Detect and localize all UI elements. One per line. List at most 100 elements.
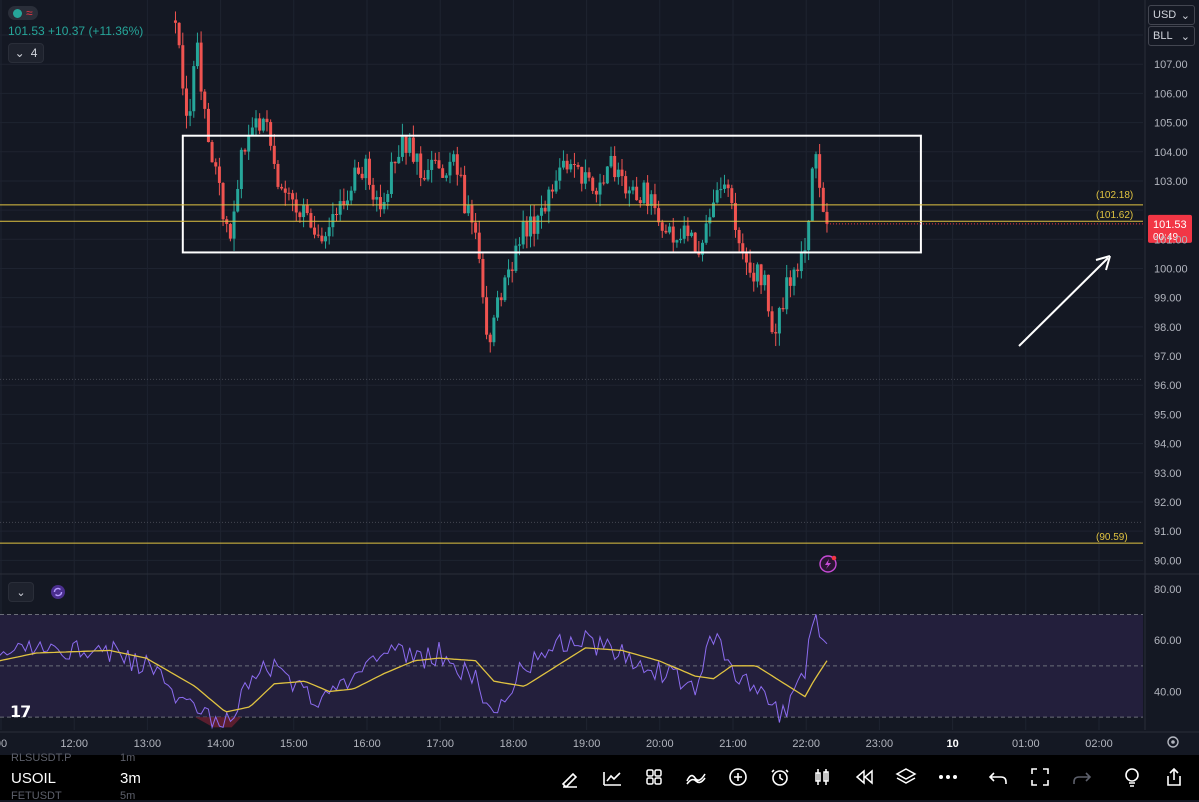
candle xyxy=(675,239,679,248)
unit-select[interactable]: BLL ⌄ xyxy=(1148,26,1195,46)
candle-body xyxy=(265,118,269,123)
candle-body xyxy=(755,264,759,282)
indicator-collapse-button[interactable]: ⌄ xyxy=(8,582,34,602)
indicators-button[interactable] xyxy=(685,766,707,788)
candle-body xyxy=(389,161,393,194)
candle xyxy=(561,150,565,170)
candle-body xyxy=(774,332,778,334)
candle xyxy=(430,150,434,183)
candle-body xyxy=(419,153,423,178)
fullscreen-button[interactable] xyxy=(1029,766,1051,788)
candle-body xyxy=(576,164,580,167)
candle-body xyxy=(807,220,811,251)
timeframe-button[interactable]: 3m xyxy=(120,770,141,787)
chevron-down-icon: ⌄ xyxy=(16,586,26,599)
watchlist-next-timeframe: 5m xyxy=(120,790,136,802)
add-button[interactable] xyxy=(727,766,749,788)
candle xyxy=(225,215,229,233)
candle xyxy=(463,165,467,214)
settings-gear-icon[interactable] xyxy=(1167,736,1179,748)
wave-icon: ≈ xyxy=(26,6,33,20)
candle xyxy=(221,182,225,227)
candle xyxy=(580,166,584,192)
candle xyxy=(722,174,726,193)
last-price-tag xyxy=(1148,214,1192,243)
candle-body xyxy=(214,162,218,167)
candle xyxy=(422,170,426,181)
candle xyxy=(781,297,785,312)
fullscreen-icon xyxy=(1031,768,1049,786)
watchlist-prev-symbol[interactable]: RLSUSDT.P xyxy=(11,752,72,764)
candle xyxy=(371,177,375,207)
candle xyxy=(210,139,214,163)
layout-grid-button[interactable] xyxy=(643,766,665,788)
candle-body xyxy=(543,207,547,212)
candle-body xyxy=(217,166,221,183)
time-axis-label: 19:00 xyxy=(573,738,601,750)
price-axis-label: 92.00 xyxy=(1154,497,1182,509)
candle xyxy=(492,314,496,347)
candle-body xyxy=(591,177,595,191)
price-axis-label: 98.00 xyxy=(1154,322,1182,334)
candle xyxy=(192,60,196,118)
candle-body xyxy=(485,297,489,335)
range-box xyxy=(181,134,922,254)
candle xyxy=(807,220,811,261)
candle xyxy=(514,238,518,273)
draw-button[interactable] xyxy=(559,766,581,788)
candle xyxy=(481,252,485,304)
price-axis-label: 95.00 xyxy=(1154,409,1182,421)
symbol-name[interactable]: USOIL xyxy=(11,770,57,787)
layers-button[interactable] xyxy=(895,766,917,788)
market-open-icon xyxy=(13,8,22,18)
chart-type-button[interactable] xyxy=(601,766,623,788)
candle xyxy=(349,186,353,205)
candle xyxy=(770,306,774,334)
alert-button[interactable] xyxy=(769,766,791,788)
candle-body xyxy=(730,188,734,204)
candle-body xyxy=(184,88,188,116)
candle-body xyxy=(496,297,500,318)
share-button[interactable] xyxy=(1163,766,1185,788)
legend-collapse-button[interactable]: ⌄ 4 xyxy=(8,43,44,63)
undo-button[interactable] xyxy=(987,766,1009,788)
candle-body xyxy=(404,136,408,153)
price-change-row: 101.53 +10.37 (+11.36%) xyxy=(8,24,143,38)
candle xyxy=(276,160,280,190)
candle xyxy=(664,224,668,234)
currency-select[interactable]: USD ⌄ xyxy=(1148,5,1195,25)
status-badge[interactable]: ≈ xyxy=(8,6,38,20)
candle-body xyxy=(411,137,415,162)
candle xyxy=(217,157,221,196)
candle-body xyxy=(305,205,309,214)
tradingview-logo: 𝟭𝟳 xyxy=(10,704,31,721)
candle-body xyxy=(660,222,664,231)
candle xyxy=(774,323,778,347)
candle xyxy=(550,184,554,199)
watchlist-next-symbol[interactable]: FETUSDT xyxy=(11,790,62,802)
gear-ring xyxy=(1167,736,1179,748)
ideas-icon xyxy=(1125,768,1139,787)
candle xyxy=(419,146,423,187)
indicator-sync-icon[interactable] xyxy=(50,584,66,600)
redo-button[interactable] xyxy=(1071,766,1093,788)
candle-body xyxy=(583,172,587,184)
more-button[interactable] xyxy=(937,766,959,788)
candle xyxy=(565,153,569,174)
candle-body xyxy=(521,221,525,245)
candle-body xyxy=(580,166,584,184)
price-axis-label: 100.00 xyxy=(1154,263,1188,275)
replay-button[interactable] xyxy=(853,766,875,788)
unit-value: BLL xyxy=(1153,30,1173,42)
layout-grid-icon xyxy=(646,769,662,785)
candle xyxy=(569,159,573,173)
ideas-button[interactable] xyxy=(1121,766,1143,788)
candle-body xyxy=(400,136,404,157)
candle-body xyxy=(518,244,522,246)
chevron-down-icon: ⌄ xyxy=(14,46,25,60)
candle-body xyxy=(620,169,624,177)
candle-body xyxy=(349,190,353,201)
candle-button[interactable] xyxy=(811,766,833,788)
candle xyxy=(364,154,368,191)
